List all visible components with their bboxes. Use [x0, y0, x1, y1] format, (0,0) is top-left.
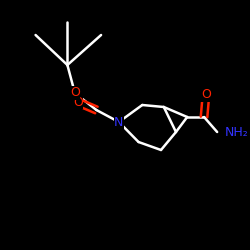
- Text: O: O: [70, 86, 80, 100]
- Text: O: O: [73, 96, 83, 108]
- Text: O: O: [201, 88, 211, 102]
- Text: N: N: [114, 116, 124, 128]
- Text: NH₂: NH₂: [225, 126, 248, 138]
